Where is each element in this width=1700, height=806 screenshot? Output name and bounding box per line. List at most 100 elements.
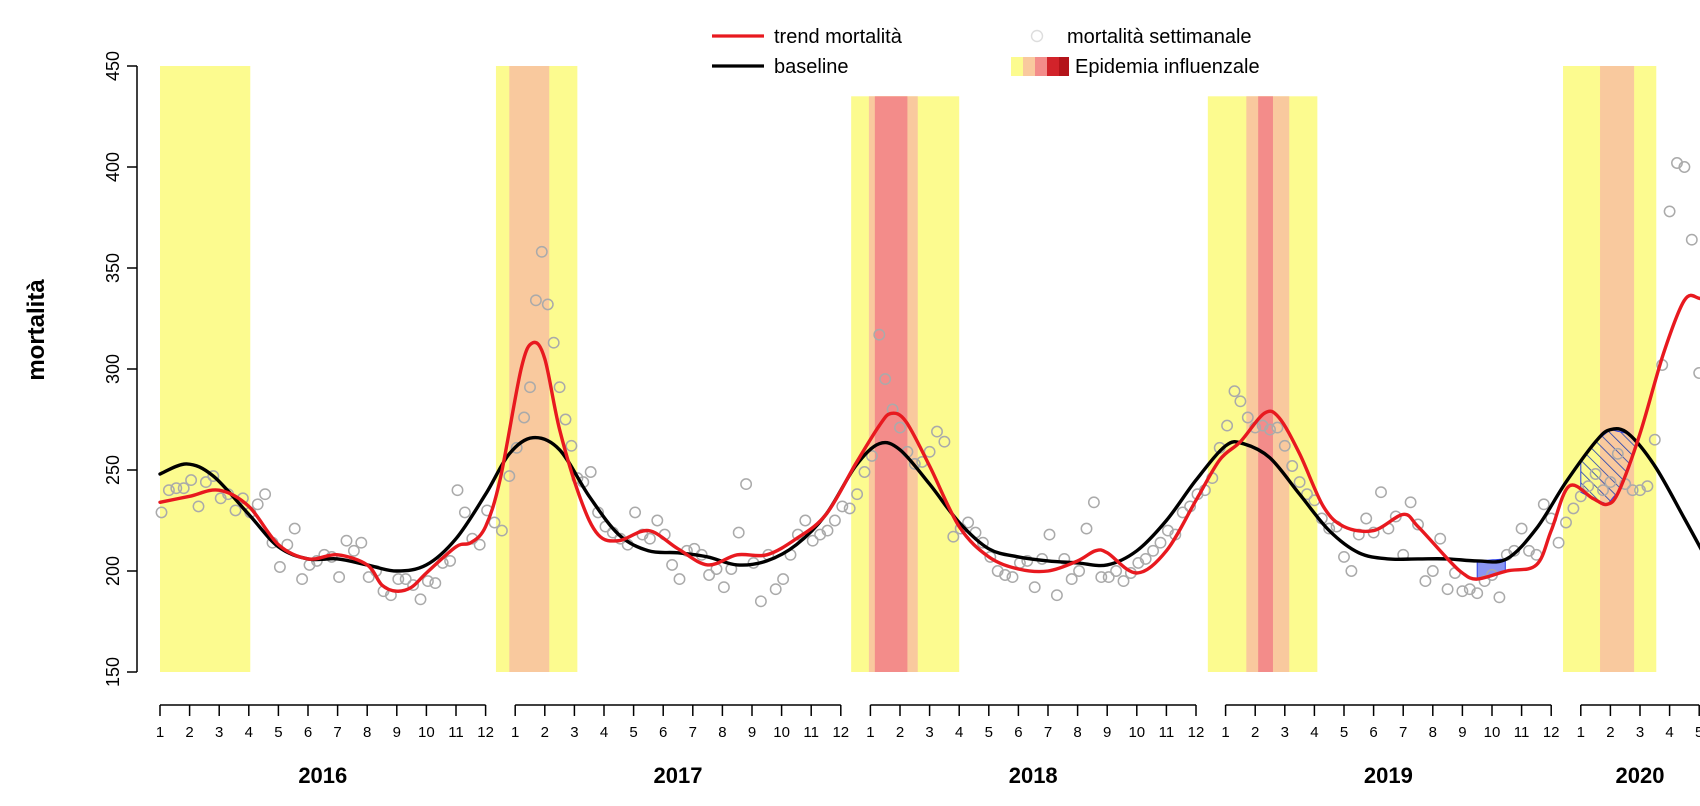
- weekly-point: [535, 245, 548, 258]
- weekly-point: [1626, 484, 1639, 497]
- epidemic-band-9: [1258, 96, 1273, 673]
- weekly-point: [984, 550, 997, 563]
- weekly-point: [1478, 575, 1491, 588]
- weekly-point: [1567, 502, 1580, 515]
- weekly-point: [873, 328, 886, 341]
- weekly-point: [1641, 480, 1654, 493]
- x-month-label: 4: [245, 724, 253, 741]
- y-tick-label: 250: [103, 455, 123, 485]
- weekly-point: [1471, 587, 1484, 600]
- epidemic-band-1: [160, 66, 251, 672]
- weekly-point: [806, 534, 819, 547]
- x-month-label: 5: [274, 724, 282, 741]
- weekly-point: [1404, 496, 1417, 509]
- weekly-point: [908, 457, 921, 470]
- weekly-point: [1293, 476, 1306, 489]
- weekly-point: [938, 435, 951, 448]
- weekly-point: [1412, 518, 1424, 531]
- weekly-point: [1087, 496, 1100, 509]
- weekly-point: [155, 506, 168, 519]
- weekly-point: [1611, 447, 1624, 460]
- weekly-points: [155, 157, 1700, 608]
- x-month-label: 5: [629, 724, 637, 741]
- x-month-label: 3: [215, 724, 223, 741]
- weekly-point: [828, 514, 841, 527]
- x-year-label: 2016: [298, 763, 347, 788]
- weekly-point: [473, 538, 486, 551]
- weekly-point: [1228, 385, 1241, 398]
- weekly-point: [643, 532, 656, 545]
- x-month-label: 9: [748, 724, 756, 741]
- weekly-point: [510, 441, 523, 454]
- weekly-point: [399, 573, 412, 586]
- weekly-point: [296, 573, 309, 586]
- weekly-point: [821, 524, 834, 537]
- weekly-point: [1241, 411, 1254, 424]
- weekly-point: [1582, 480, 1595, 493]
- weekly-point: [429, 577, 442, 590]
- weekly-point: [451, 484, 464, 497]
- weekly-point: [518, 411, 531, 424]
- x-month-label: 11: [803, 724, 819, 741]
- weekly-point: [347, 544, 360, 557]
- weekly-point: [584, 466, 597, 478]
- weekly-point: [894, 421, 906, 434]
- weekly-point: [1678, 161, 1691, 173]
- weekly-point: [414, 593, 427, 606]
- legend-epidemic-swatch: [1011, 57, 1069, 76]
- weekly-point: [1493, 591, 1506, 604]
- weekly-point: [732, 526, 745, 539]
- x-month-label: 1: [1221, 724, 1229, 741]
- x-month-label: 12: [1188, 724, 1205, 741]
- x-month-label: 5: [1340, 724, 1348, 741]
- y-axis-title: mortalità: [23, 279, 50, 381]
- weekly-point: [1073, 565, 1086, 577]
- weekly-point: [1058, 552, 1071, 565]
- weekly-point: [666, 558, 679, 571]
- x-month-label: 10: [418, 724, 435, 741]
- trend-line: [158, 293, 1700, 593]
- weekly-point: [673, 573, 686, 586]
- x-month-label: 3: [1636, 724, 1644, 741]
- weekly-point: [1323, 522, 1336, 535]
- y-tick-label: 150: [103, 657, 123, 687]
- weekly-point: [1537, 498, 1550, 511]
- weekly-point: [962, 516, 975, 529]
- weekly-point: [553, 381, 566, 394]
- x-month-label: 1: [866, 724, 874, 741]
- x-month-label: 4: [955, 724, 963, 741]
- weekly-point: [1043, 528, 1056, 541]
- x-month-label: 9: [1458, 724, 1466, 741]
- weekly-point: [488, 516, 501, 529]
- weekly-point: [355, 536, 368, 549]
- x-month-label: 7: [333, 724, 341, 741]
- x-month-label: 2: [1606, 724, 1614, 741]
- weekly-point: [1560, 516, 1572, 529]
- x-month-label: 9: [1103, 724, 1111, 741]
- weekly-point: [495, 524, 508, 537]
- x-month-label: 8: [1429, 724, 1437, 741]
- x-year-label: 2018: [1009, 763, 1058, 788]
- weekly-point: [529, 294, 542, 307]
- x-month-label: 7: [1399, 724, 1407, 741]
- x-month-label: 10: [1484, 724, 1501, 741]
- x-month-label: 6: [1369, 724, 1377, 741]
- legend-epidemic-label: Epidemia influenzale: [1075, 56, 1260, 78]
- weekly-point: [1419, 575, 1432, 588]
- weekly-point: [162, 484, 175, 497]
- weekly-point: [843, 502, 856, 515]
- weekly-point: [931, 425, 943, 438]
- weekly-point: [769, 583, 782, 596]
- weekly-point: [421, 575, 434, 588]
- y-tick-label: 200: [103, 556, 123, 586]
- legend-trend-label: trend mortalità: [774, 26, 903, 48]
- weekly-point: [333, 571, 346, 584]
- series-lines: [158, 293, 1700, 593]
- weekly-point: [1154, 536, 1167, 549]
- weekly-point: [259, 488, 272, 501]
- weekly-point: [1028, 581, 1041, 594]
